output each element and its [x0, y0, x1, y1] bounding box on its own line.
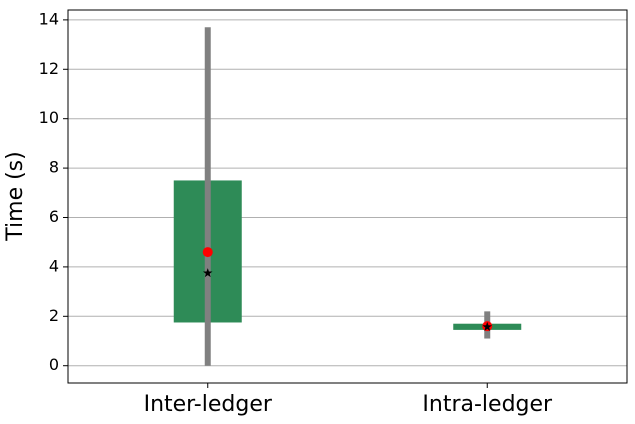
- x-tick-label: Intra-ledger: [422, 392, 553, 417]
- median-marker: [482, 321, 493, 331]
- y-axis-label: Time (s): [3, 151, 28, 241]
- mean-marker: [202, 247, 213, 258]
- y-tick-label: 4: [49, 256, 59, 275]
- x-tick-label: Inter-ledger: [144, 392, 273, 417]
- y-tick-label: 14: [39, 9, 59, 28]
- y-tick-label: 12: [39, 59, 59, 78]
- y-tick-label: 8: [49, 158, 59, 177]
- y-tick-label: 6: [49, 207, 59, 226]
- median-marker: [202, 268, 213, 278]
- y-tick-label: 0: [49, 355, 59, 374]
- plot-frame: [67, 9, 628, 384]
- y-tick-label: 2: [49, 306, 59, 325]
- y-tick-label: 10: [39, 108, 59, 127]
